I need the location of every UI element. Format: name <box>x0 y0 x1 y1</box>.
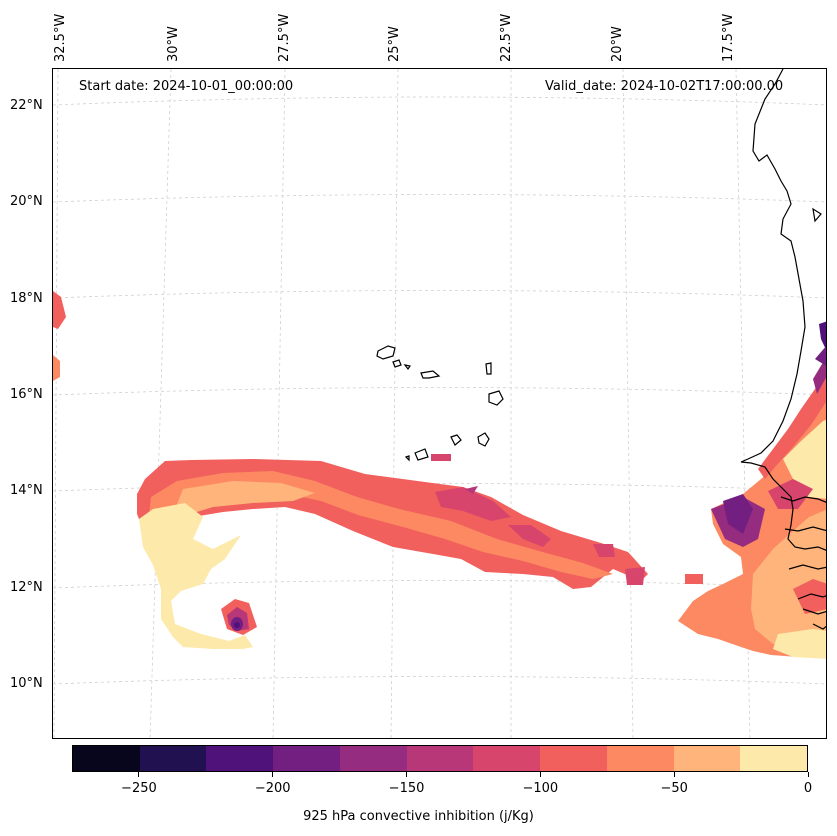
colorbar-tick-label: −250 <box>121 781 157 796</box>
map-panel[interactable] <box>52 68 827 739</box>
cin-area <box>593 544 615 557</box>
cin-area <box>625 567 645 585</box>
island-santa-luzia <box>403 364 411 371</box>
island-sao-vicente <box>392 359 402 368</box>
coast-detail <box>812 207 822 223</box>
cin-area <box>175 481 315 515</box>
valid-date-label: Valid_date: 2024-10-02T17:00:00.00 <box>545 79 784 94</box>
map-canvas <box>53 69 826 738</box>
colorbar-segment <box>473 746 541 771</box>
island-sao-nicolau <box>420 370 441 379</box>
colorbar-segment <box>673 746 741 771</box>
lon-label: 17.5°W <box>721 13 736 62</box>
lon-label: 20°W <box>610 26 625 62</box>
lon-label: 32.5°W <box>53 13 68 62</box>
parallel-line <box>53 194 826 203</box>
cin-area <box>53 355 60 381</box>
lon-label: 22.5°W <box>499 13 514 62</box>
colorbar-segment <box>606 746 674 771</box>
colorbar-tick-mark <box>539 772 541 777</box>
cin-area <box>139 503 253 649</box>
cin-area <box>435 487 511 521</box>
cin-area <box>758 372 826 479</box>
cin-area <box>508 525 551 547</box>
colorbar-tick-label: −100 <box>522 781 559 796</box>
colorbar-segment <box>273 746 340 771</box>
country-border <box>784 526 826 532</box>
gambia-border <box>780 496 826 503</box>
colorbar-tick-label: −50 <box>660 781 688 796</box>
cin-area <box>53 291 66 329</box>
lon-label: 30°W <box>166 26 181 62</box>
start-date-label: Start date: 2024-10-01_00:00:00 <box>79 79 294 94</box>
colorbar-tick-mark <box>272 772 274 777</box>
cin-area <box>793 579 826 614</box>
parallel-line <box>53 387 826 396</box>
cin-area <box>465 486 478 494</box>
island-fogo <box>414 448 429 461</box>
colorbar-segment <box>740 746 808 771</box>
cin-area <box>768 479 813 509</box>
parallel-line <box>53 290 826 299</box>
colorbar-tick-label: −200 <box>254 781 291 796</box>
colorbar-segment <box>73 746 140 771</box>
cin-area <box>813 357 826 394</box>
lat-label: 20°N <box>10 194 43 209</box>
lon-label: 27.5°W <box>277 13 292 62</box>
african-coastline <box>740 69 826 551</box>
colorbar-segment <box>206 746 274 771</box>
island-santiago <box>450 434 462 446</box>
coastlines <box>376 69 826 630</box>
lat-label: 12°N <box>10 580 43 595</box>
lat-label: 18°N <box>10 291 43 306</box>
island-sal <box>485 362 492 375</box>
country-border <box>788 564 826 570</box>
colorbar-tick-mark <box>406 772 408 777</box>
lon-label: 25°W <box>387 26 402 62</box>
country-border <box>802 608 826 615</box>
parallel-line <box>53 676 826 685</box>
cin-area <box>431 454 451 461</box>
cin-area <box>234 622 240 628</box>
cin-area <box>149 471 613 579</box>
colorbar-tick-mark <box>138 772 140 777</box>
island-boa-vista <box>488 390 504 406</box>
colorbar-tick-label: −150 <box>388 781 425 796</box>
meridian-line <box>390 69 399 738</box>
cin-contours <box>53 291 826 659</box>
graticule <box>53 69 826 738</box>
island-brava <box>404 455 410 462</box>
meridian-line <box>149 69 172 738</box>
parallel-line <box>53 96 826 106</box>
country-border <box>812 623 826 630</box>
colorbar-tick-mark <box>807 772 809 777</box>
colorbar-segment <box>139 746 207 771</box>
cin-area <box>723 494 753 534</box>
cin-area <box>773 629 826 659</box>
cin-area <box>685 574 703 584</box>
cin-area <box>783 419 826 499</box>
lat-label: 22°N <box>10 98 43 113</box>
cin-area <box>815 346 826 366</box>
cin-area <box>819 321 826 350</box>
lat-label: 14°N <box>10 483 43 498</box>
colorbar-tick-mark <box>673 772 675 777</box>
country-border <box>797 593 826 600</box>
colorbar-label: 925 hPa convective inhibition (j/Kg) <box>303 809 534 824</box>
colorbar-tick-label: 0 <box>803 781 813 796</box>
colorbar-segment <box>406 746 474 771</box>
colorbar-segment <box>339 746 407 771</box>
lat-label: 10°N <box>10 676 43 691</box>
island-santo-antao <box>376 345 396 360</box>
meridian-line <box>622 69 634 738</box>
colorbar-segment <box>540 746 607 771</box>
colorbar <box>72 745 808 772</box>
island-maio <box>477 432 490 447</box>
lat-label: 16°N <box>10 387 43 402</box>
meridian-line <box>53 69 59 738</box>
meridian-line <box>272 69 286 738</box>
